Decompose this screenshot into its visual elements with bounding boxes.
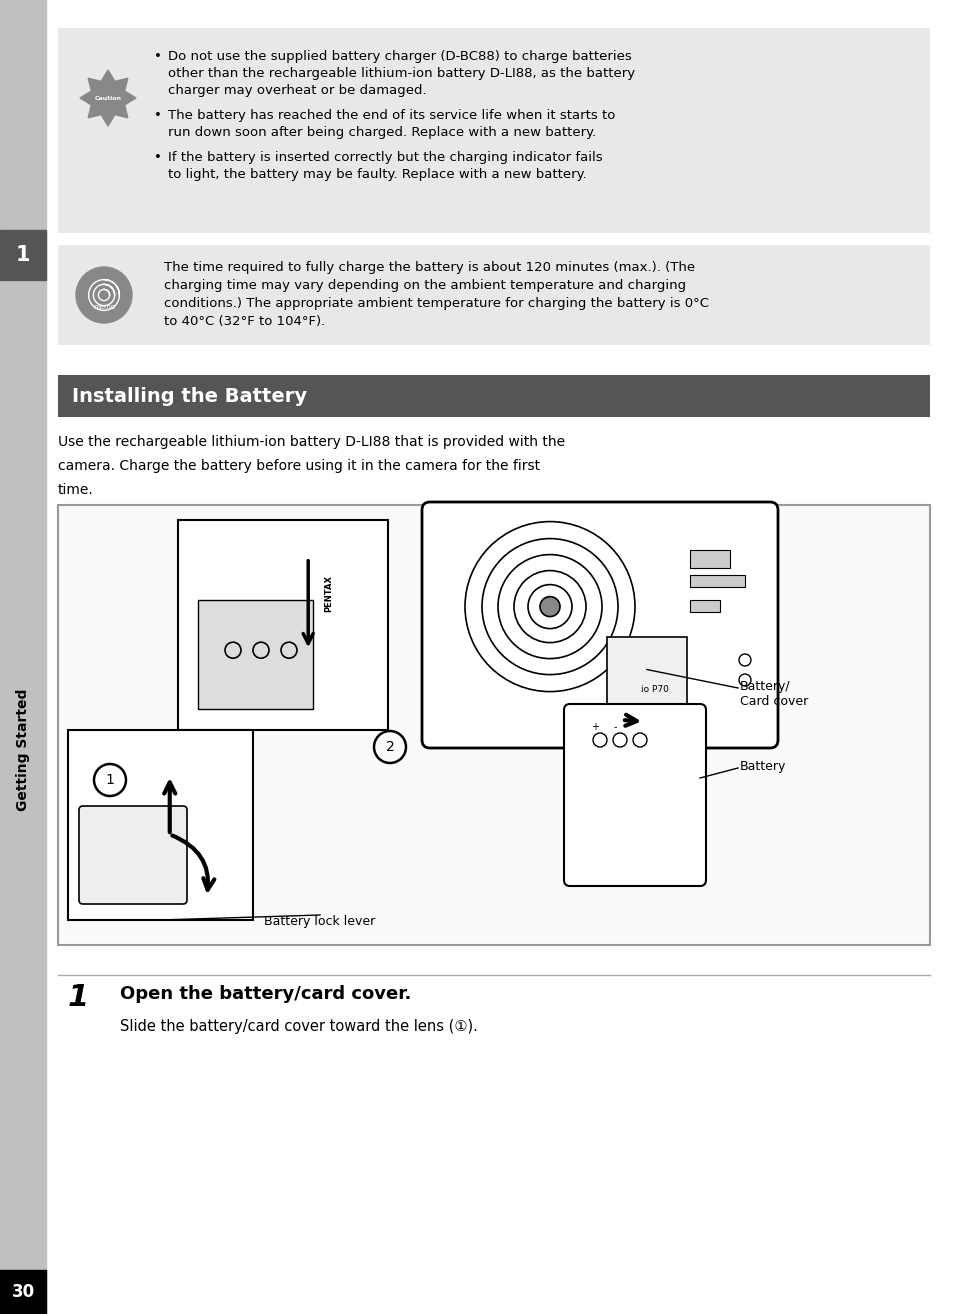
Polygon shape: [80, 70, 136, 126]
FancyBboxPatch shape: [79, 805, 187, 904]
Text: to 40°C (32°F to 104°F).: to 40°C (32°F to 104°F).: [164, 315, 325, 328]
Bar: [198, 599, 314, 710]
Text: Battery: Battery: [740, 759, 785, 773]
Bar: [689, 576, 744, 587]
Bar: [178, 520, 388, 731]
Text: -: -: [613, 721, 616, 732]
Bar: [606, 636, 686, 746]
Bar: [68, 731, 253, 920]
Text: 2: 2: [385, 740, 394, 754]
FancyBboxPatch shape: [421, 502, 778, 748]
Bar: [58, 28, 929, 233]
Bar: [58, 505, 929, 945]
Text: The battery has reached the end of its service life when it starts to: The battery has reached the end of its s…: [168, 109, 615, 122]
Bar: [58, 374, 929, 417]
Text: charger may overheat or be damaged.: charger may overheat or be damaged.: [168, 84, 426, 97]
Circle shape: [76, 267, 132, 323]
Text: The time required to fully charge the battery is about 120 minutes (max.). (The: The time required to fully charge the ba…: [164, 261, 695, 275]
FancyBboxPatch shape: [563, 704, 705, 886]
Text: 1: 1: [106, 773, 114, 787]
Text: run down soon after being charged. Replace with a new battery.: run down soon after being charged. Repla…: [168, 126, 596, 139]
Text: •: •: [153, 151, 162, 164]
Text: io P70: io P70: [640, 685, 668, 694]
Bar: [0, 1271, 46, 1314]
Bar: [0, 230, 46, 280]
Circle shape: [539, 597, 559, 616]
Text: Getting Started: Getting Started: [16, 689, 30, 811]
Text: If the battery is inserted correctly but the charging indicator fails: If the battery is inserted correctly but…: [168, 151, 602, 164]
Text: memo: memo: [92, 304, 115, 310]
Text: camera. Charge the battery before using it in the camera for the first: camera. Charge the battery before using …: [58, 459, 539, 473]
Text: Slide the battery/card cover toward the lens (①).: Slide the battery/card cover toward the …: [120, 1018, 477, 1034]
Text: Installing the Battery: Installing the Battery: [71, 386, 307, 406]
Text: PENTAX: PENTAX: [324, 576, 334, 612]
Text: Open the battery/card cover.: Open the battery/card cover.: [120, 986, 411, 1003]
Text: conditions.) The appropriate ambient temperature for charging the battery is 0°C: conditions.) The appropriate ambient tem…: [164, 297, 708, 310]
Text: Use the rechargeable lithium-ion battery D-LI88 that is provided with the: Use the rechargeable lithium-ion battery…: [58, 435, 564, 449]
Text: time.: time.: [58, 484, 93, 497]
Bar: [689, 551, 729, 568]
Text: •: •: [153, 50, 162, 63]
Text: Battery lock lever: Battery lock lever: [264, 915, 375, 928]
Text: charging time may vary depending on the ambient temperature and charging: charging time may vary depending on the …: [164, 279, 685, 292]
Text: 1: 1: [68, 983, 90, 1012]
Text: to light, the battery may be faulty. Replace with a new battery.: to light, the battery may be faulty. Rep…: [168, 168, 586, 181]
Text: 30: 30: [11, 1282, 34, 1301]
Text: Caution: Caution: [94, 96, 121, 100]
Text: other than the rechargeable lithium-ion battery D-LI88, as the battery: other than the rechargeable lithium-ion …: [168, 67, 635, 80]
Bar: [0, 0, 46, 1314]
Text: Battery/
Card cover: Battery/ Card cover: [740, 681, 807, 708]
Bar: [58, 244, 929, 346]
Text: Do not use the supplied battery charger (D-BC88) to charge batteries: Do not use the supplied battery charger …: [168, 50, 631, 63]
Bar: [689, 600, 720, 612]
Text: +: +: [590, 721, 598, 732]
Text: 1: 1: [16, 244, 30, 265]
Text: •: •: [153, 109, 162, 122]
